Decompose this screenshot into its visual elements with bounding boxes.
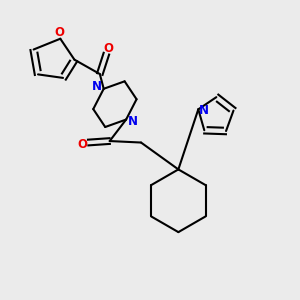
Text: N: N [92,80,102,93]
Text: O: O [54,26,64,39]
Text: O: O [103,42,113,55]
Text: N: N [199,104,209,117]
Text: O: O [78,137,88,151]
Text: N: N [128,115,138,128]
